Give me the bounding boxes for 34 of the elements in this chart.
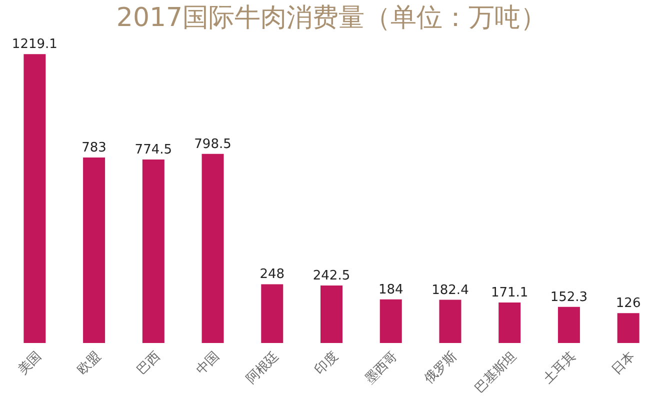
bar — [320, 286, 342, 343]
bar — [83, 157, 106, 343]
x-tick-label: 俄罗斯 — [422, 348, 460, 387]
x-tick-label: 欧盟 — [74, 348, 104, 378]
data-label: 774.5 — [134, 142, 172, 158]
bar — [24, 54, 46, 343]
bar — [439, 300, 462, 343]
data-label: 171.1 — [490, 285, 528, 300]
bar — [261, 284, 284, 343]
data-label: 182.4 — [432, 282, 469, 298]
chart-title: 2017国际牛肉消费量（单位：万吨） — [116, 3, 547, 33]
bar — [617, 313, 640, 343]
bar — [498, 302, 521, 343]
data-label: 798.5 — [194, 136, 232, 152]
bar — [558, 306, 580, 343]
bar — [202, 154, 224, 343]
data-label: 1219.1 — [12, 37, 58, 52]
bar — [380, 299, 402, 343]
data-label: 248 — [260, 267, 285, 282]
x-tick-label: 美国 — [14, 348, 45, 378]
bar — [142, 160, 164, 343]
data-label: 242.5 — [312, 268, 350, 284]
x-tick-label: 土耳其 — [540, 348, 579, 387]
x-tick-label: 阿根廷 — [244, 348, 282, 387]
x-tick-label: 巴西 — [134, 348, 164, 378]
data-label: 184 — [378, 282, 404, 298]
x-tick-label: 印度 — [312, 348, 342, 378]
x-tick-label: 日本 — [609, 348, 638, 378]
data-label: 126 — [616, 296, 641, 312]
data-label: 783 — [82, 140, 106, 156]
x-tick-label: 墨西哥 — [362, 348, 401, 387]
x-tick-label: 巴基斯坦 — [472, 348, 520, 396]
data-label: 152.3 — [550, 290, 588, 305]
x-tick-label: 中国 — [194, 348, 223, 378]
